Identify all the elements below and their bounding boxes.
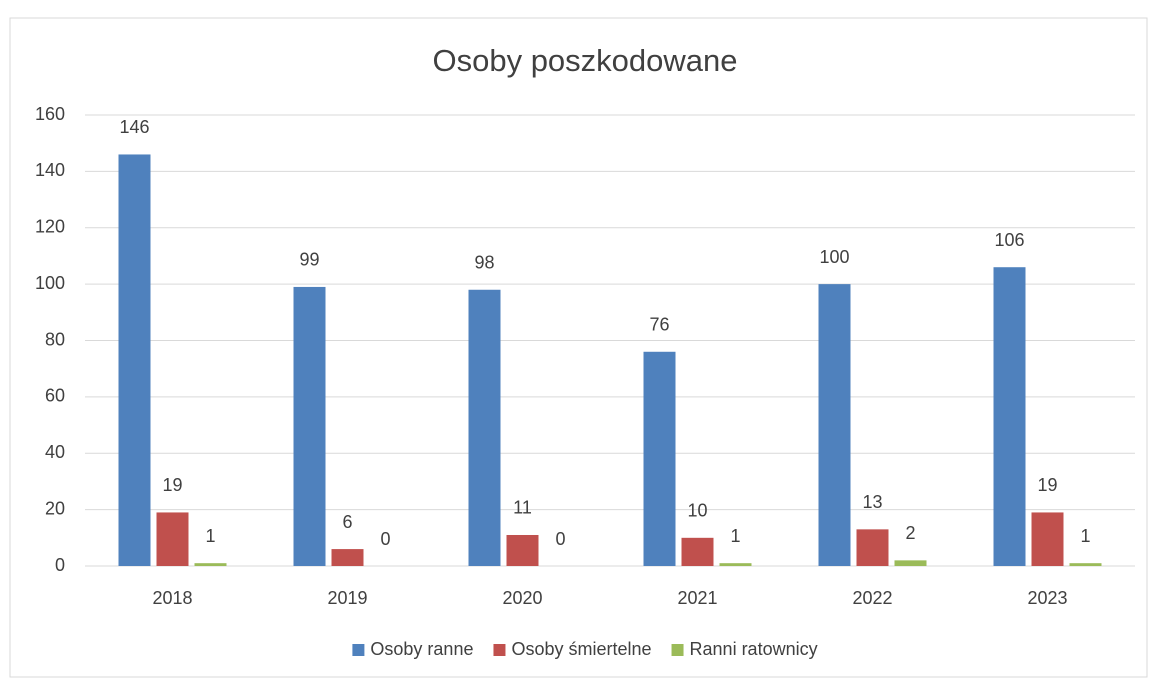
data-label: 11 (513, 498, 532, 518)
bar (156, 512, 189, 566)
y-tick-label: 120 (35, 217, 65, 237)
y-tick-label: 20 (45, 498, 65, 518)
y-tick-label: 100 (35, 273, 65, 293)
data-label: 13 (862, 492, 882, 512)
legend-swatch (671, 644, 684, 656)
y-tick-label: 80 (45, 329, 65, 349)
data-label: 106 (994, 230, 1024, 250)
y-tick-label: 40 (45, 442, 65, 462)
data-label: 1 (730, 526, 740, 546)
legend-swatch (352, 644, 365, 656)
bar (506, 534, 539, 566)
data-label: 1 (205, 526, 215, 546)
bar (856, 529, 889, 566)
data-label: 146 (119, 117, 149, 137)
legend-label: Ranni ratownicy (690, 639, 818, 659)
bar (194, 563, 227, 566)
legend-label: Osoby ranne (370, 639, 473, 659)
x-tick-label: 2021 (677, 588, 717, 608)
chart-border (9, 17, 1148, 678)
bar (643, 351, 676, 566)
data-label: 100 (819, 247, 849, 267)
x-tick-label: 2020 (502, 588, 542, 608)
data-label: 19 (1037, 475, 1057, 495)
data-label: 10 (687, 501, 707, 521)
data-label: 2 (905, 523, 915, 543)
x-tick-label: 2019 (327, 588, 367, 608)
bar (331, 549, 364, 566)
data-label: 0 (555, 529, 565, 549)
y-tick-label: 140 (35, 160, 65, 180)
y-tick-label: 0 (55, 555, 65, 575)
data-label: 76 (649, 315, 669, 335)
data-label: 1 (1080, 526, 1090, 546)
data-label: 98 (474, 253, 494, 273)
bar (818, 284, 851, 566)
x-tick-label: 2022 (852, 588, 892, 608)
y-tick-label: 160 (35, 104, 65, 124)
legend-label: Osoby śmiertelne (511, 639, 651, 659)
bar (681, 537, 714, 566)
x-tick-label: 2018 (152, 588, 192, 608)
bar (293, 286, 326, 566)
data-label: 0 (380, 529, 390, 549)
chart-title: Osoby poszkodowane (432, 43, 737, 78)
legend-swatch (493, 644, 506, 656)
bar (468, 289, 501, 566)
bar (993, 267, 1026, 566)
bar (894, 560, 927, 566)
data-label: 99 (299, 250, 319, 270)
x-tick-label: 2023 (1027, 588, 1067, 608)
bar (719, 563, 752, 566)
bar (1069, 563, 1102, 566)
bar (1031, 512, 1064, 566)
y-tick-label: 60 (45, 386, 65, 406)
bar (118, 154, 151, 566)
data-label: 6 (342, 512, 352, 532)
data-label: 19 (162, 475, 182, 495)
